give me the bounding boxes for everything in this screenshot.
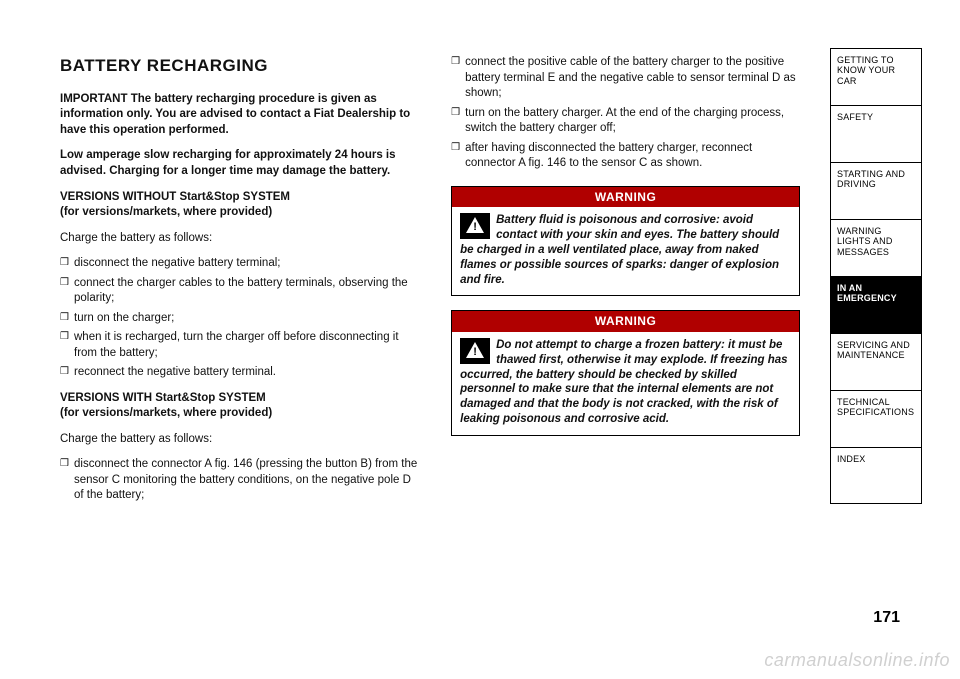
list-item: reconnect the negative battery terminal. [60, 365, 423, 381]
list-item: turn on the battery charger. At the end … [451, 106, 800, 137]
versions-with-head: VERSIONS WITH Start&Stop SYSTEM [60, 392, 266, 404]
list-item: connect the charger cables to the batter… [60, 276, 423, 307]
tab-safety[interactable]: SAFETY [830, 105, 922, 162]
tab-technical-specs[interactable]: TECHNICAL SPECIFICATIONS [830, 390, 922, 447]
warning-body: Battery fluid is poisonous and corrosive… [452, 207, 799, 296]
list-item: when it is recharged, turn the charger o… [60, 330, 423, 361]
section-title: BATTERY RECHARGING [60, 55, 423, 78]
tab-servicing[interactable]: SERVICING AND MAINTENANCE [830, 333, 922, 390]
warning-header: WARNING [452, 187, 799, 207]
versions-with-heading: VERSIONS WITH Start&Stop SYSTEM (for ver… [60, 391, 423, 422]
tab-index[interactable]: INDEX [830, 447, 922, 504]
important-note: IMPORTANT The battery recharging procedu… [60, 92, 423, 139]
warning-text: Do not attempt to charge a frozen batter… [460, 339, 787, 426]
cont-list: connect the positive cable of the batter… [451, 55, 800, 172]
tab-in-emergency[interactable]: IN AN EMERGENCY [830, 276, 922, 333]
versions-without-head: VERSIONS WITHOUT Start&Stop SYSTEM [60, 191, 290, 203]
page-number: 171 [873, 609, 900, 627]
warning-body: Do not attempt to charge a frozen batter… [452, 332, 799, 436]
warning-header: WARNING [452, 311, 799, 331]
warning-triangle-icon [460, 213, 490, 239]
low-amp-note: Low amperage slow recharging for approxi… [60, 148, 423, 179]
tab-warning-lights[interactable]: WARNING LIGHTS AND MESSAGES [830, 219, 922, 276]
page-content: BATTERY RECHARGING IMPORTANT The battery… [60, 55, 800, 635]
right-column: connect the positive cable of the batter… [451, 55, 800, 635]
warning-text: Battery fluid is poisonous and corrosive… [460, 214, 779, 286]
warning-box-1: WARNING Battery fluid is poisonous and c… [451, 186, 800, 297]
tab-starting-driving[interactable]: STARTING AND DRIVING [830, 162, 922, 219]
tab-getting-to-know[interactable]: GETTING TO KNOW YOUR CAR [830, 48, 922, 105]
charge-intro-2: Charge the battery as follows: [60, 432, 423, 448]
versions-without-heading: VERSIONS WITHOUT Start&Stop SYSTEM (for … [60, 190, 423, 221]
versions-with-sub: (for versions/markets, where provided) [60, 407, 272, 419]
charge-intro-1: Charge the battery as follows: [60, 231, 423, 247]
list-item: after having disconnected the battery ch… [451, 141, 800, 172]
versions-without-sub: (for versions/markets, where provided) [60, 206, 272, 218]
list-item: connect the positive cable of the batter… [451, 55, 800, 102]
section-tabs: GETTING TO KNOW YOUR CAR SAFETY STARTING… [830, 48, 922, 504]
list-item: disconnect the connector A fig. 146 (pre… [60, 457, 423, 504]
watermark: carmanualsonline.info [764, 650, 950, 671]
with-list: disconnect the connector A fig. 146 (pre… [60, 457, 423, 504]
warning-triangle-icon [460, 338, 490, 364]
left-column: BATTERY RECHARGING IMPORTANT The battery… [60, 55, 423, 635]
without-list: disconnect the negative battery terminal… [60, 256, 423, 381]
list-item: disconnect the negative battery terminal… [60, 256, 423, 272]
warning-box-2: WARNING Do not attempt to charge a froze… [451, 310, 800, 436]
list-item: turn on the charger; [60, 311, 423, 327]
